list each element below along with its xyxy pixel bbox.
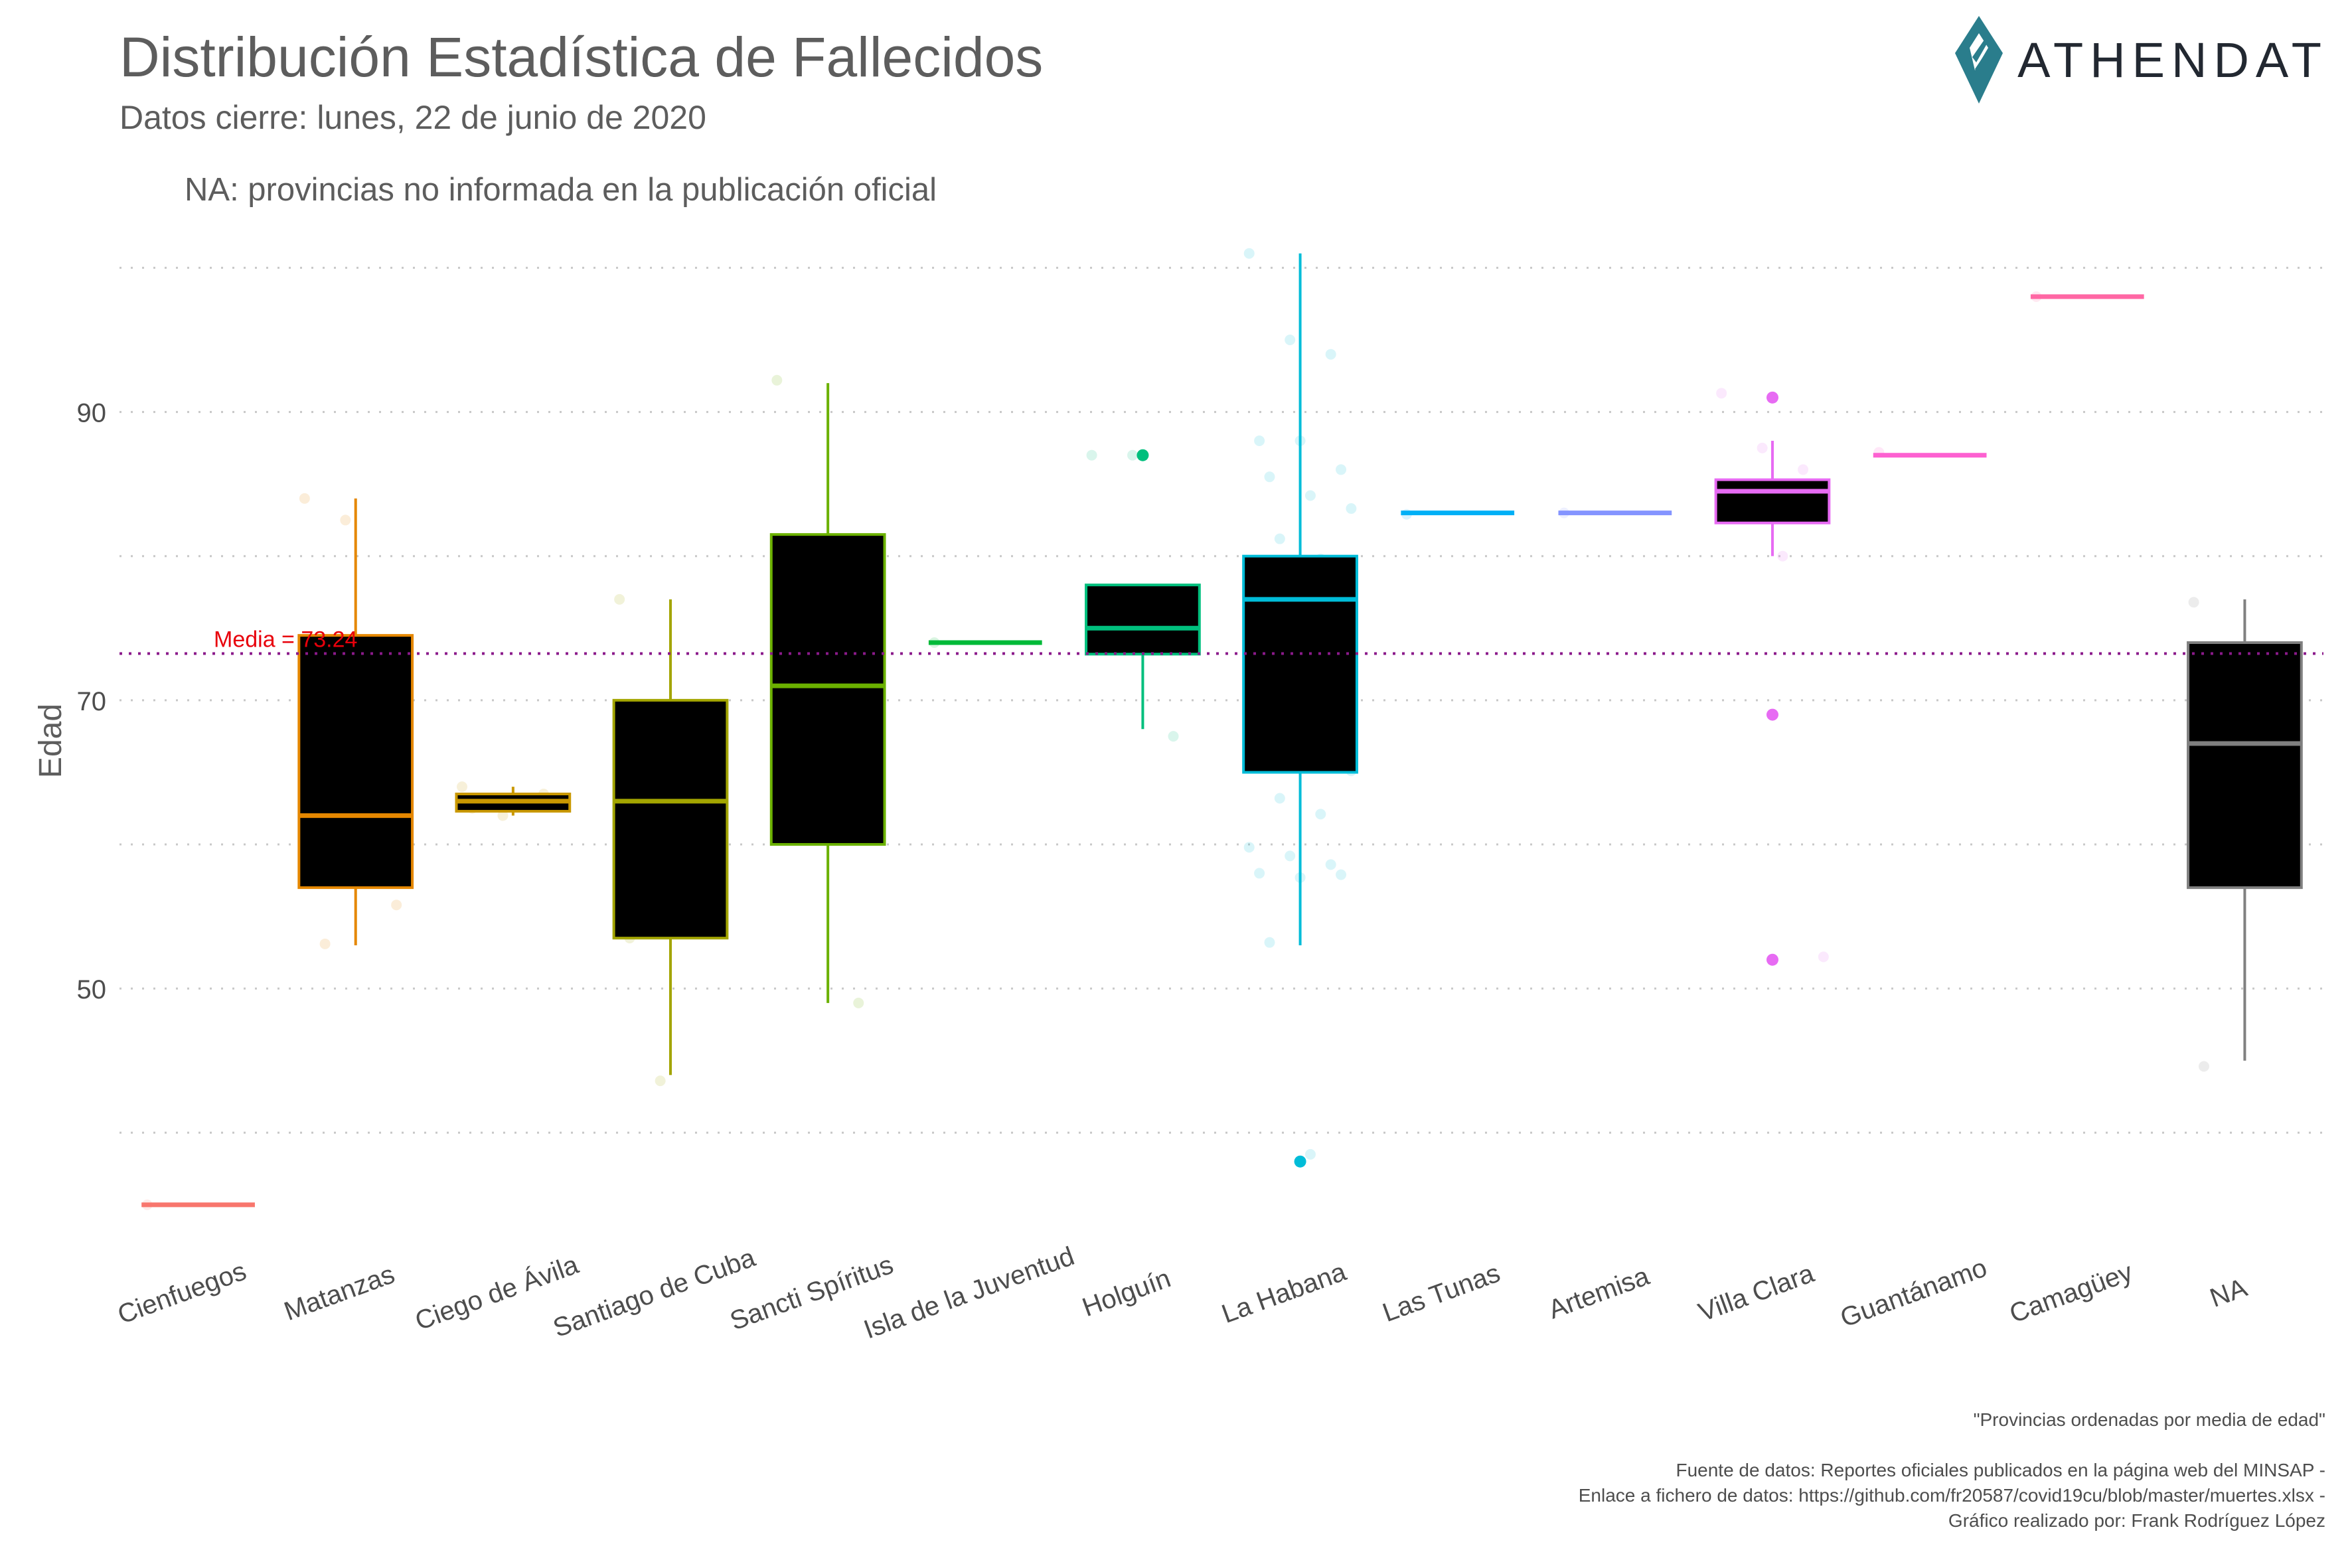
- chart-subtitle: Datos cierre: lunes, 22 de junio de 2020: [119, 99, 706, 136]
- box-iqr: [1242, 554, 1358, 774]
- y-tick-label: 90: [77, 399, 107, 428]
- boxplots: [141, 253, 2303, 1208]
- data-point: [1336, 464, 1347, 475]
- data-point: [1274, 793, 1285, 804]
- data-point: [1304, 490, 1316, 501]
- data-point: [1325, 859, 1336, 870]
- athendat-diamond-icon: [1955, 16, 2003, 104]
- mean-line-group: Media = 73.24: [119, 627, 2323, 655]
- data-point: [1346, 503, 1357, 514]
- data-point: [1798, 464, 1809, 475]
- logo: ATHENDAT: [1952, 13, 2328, 106]
- x-tick-label: Guantánamo: [1837, 1253, 1991, 1333]
- outlier-point: [1137, 449, 1149, 461]
- x-axis-ticks: Cienfuegos Matanzas Ciego de ÁvilaSantiago…: [114, 1241, 2251, 1344]
- data-point: [1264, 937, 1275, 948]
- box-iqr: [1714, 478, 1831, 524]
- data-point: [2188, 597, 2199, 608]
- data-point: [1254, 435, 1265, 446]
- data-point: [340, 514, 351, 526]
- data-point: [1315, 809, 1326, 820]
- x-tick-label: Matanzas: [280, 1259, 398, 1326]
- data-point: [1264, 471, 1275, 483]
- caption-link: Enlace a fichero de datos: https://githu…: [1578, 1485, 2325, 1506]
- box-iqr: [769, 533, 886, 846]
- box-iqr: [612, 698, 729, 940]
- data-point: [1777, 550, 1788, 562]
- x-tick-label: Las Tunas: [1379, 1259, 1504, 1328]
- caption-source: Fuente de datos: Reportes oficiales publ…: [1676, 1460, 2325, 1480]
- boxplot-villa-clara: [1714, 391, 1831, 966]
- box-iqr: [2187, 641, 2303, 890]
- data-point: [319, 938, 331, 949]
- data-point: [1716, 388, 1727, 399]
- data-point: [299, 493, 310, 504]
- data-point: [853, 997, 864, 1008]
- data-point: [2198, 1061, 2209, 1072]
- boxplot-sancti-spíritus: [769, 383, 886, 1003]
- data-point: [1325, 349, 1336, 360]
- boxplot-la-habana: [1242, 253, 1358, 1168]
- x-tick-label: Camagüey: [2005, 1257, 2136, 1329]
- outlier-point: [1294, 1155, 1306, 1168]
- chart-title: Distribución Estadística de Fallecidos: [119, 26, 1044, 88]
- x-tick-label: Holguín: [1079, 1264, 1175, 1323]
- caption-author: Gráfico realizado por: Frank Rodríguez L…: [1948, 1510, 2325, 1531]
- outlier-point: [1766, 391, 1778, 404]
- y-tick-label: 50: [77, 975, 107, 1004]
- outlier-point: [1766, 708, 1778, 721]
- data-point: [1168, 731, 1179, 742]
- box-iqr: [1085, 584, 1201, 656]
- box-iqr: [297, 634, 414, 890]
- data-point: [655, 1075, 666, 1087]
- data-point: [1285, 850, 1296, 862]
- y-axis-label: Edad: [33, 704, 68, 778]
- data-point: [614, 593, 625, 605]
- y-axis-ticks: 50 70 90: [77, 399, 107, 1005]
- boxplot-ciego-de-ávila: [455, 787, 572, 816]
- x-tick-label: Artemisa: [1545, 1261, 1654, 1325]
- boxplot-matanzas: [297, 498, 414, 945]
- data-point: [771, 374, 783, 386]
- boxplot-santiago-de-cuba: [612, 599, 729, 1075]
- x-tick-label: NA: [2206, 1273, 2251, 1313]
- data-point: [497, 810, 509, 821]
- boxplot-holguín: [1085, 449, 1201, 730]
- jitter-points: [141, 248, 2281, 1210]
- boxplot-na: [2187, 599, 2303, 1061]
- data-point: [1274, 533, 1285, 544]
- chart-note: NA: provincias no informada en la public…: [185, 172, 937, 208]
- grid-lines: [119, 266, 2323, 1134]
- y-tick-label: 70: [77, 687, 107, 716]
- logo-text: ATHENDAT: [2017, 32, 2328, 88]
- data-point: [1818, 951, 1829, 963]
- data-point: [391, 900, 402, 911]
- caption: "Provincias ordenadas por media de edad"…: [1579, 1407, 2325, 1533]
- x-tick-label: Isla de la Juventud: [860, 1241, 1078, 1344]
- data-point: [1336, 869, 1347, 880]
- x-tick-label: Santiago de Cuba: [550, 1243, 760, 1343]
- data-point: [1243, 842, 1255, 853]
- data-point: [1757, 442, 1768, 453]
- mean-label: Media = 73.24: [214, 627, 357, 653]
- data-point: [1254, 868, 1265, 879]
- outlier-point: [1766, 953, 1778, 966]
- data-point: [457, 781, 468, 793]
- data-point: [1285, 335, 1296, 345]
- x-tick-label: Cienfuegos: [114, 1257, 250, 1330]
- x-tick-label: Villa Clara: [1695, 1259, 1818, 1328]
- data-point: [1086, 449, 1097, 461]
- x-tick-label: La Habana: [1218, 1257, 1351, 1329]
- data-point: [1304, 1148, 1316, 1160]
- caption-order-note: "Provincias ordenadas por media de edad": [1973, 1409, 2325, 1430]
- data-point: [1127, 449, 1138, 461]
- data-point: [1243, 248, 1255, 259]
